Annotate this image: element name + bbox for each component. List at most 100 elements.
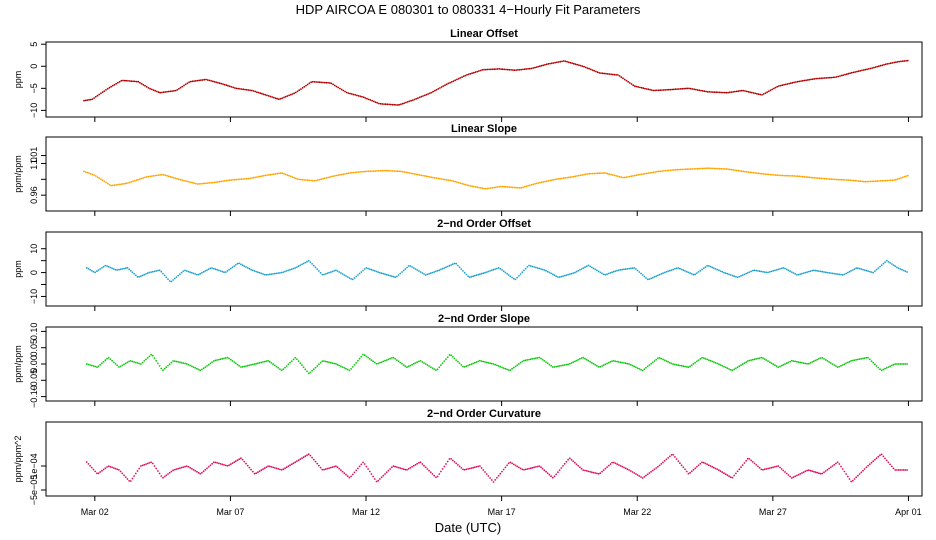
y-axis-label: ppm xyxy=(13,260,23,278)
data-point xyxy=(165,276,168,279)
data-point xyxy=(556,61,558,64)
data-point xyxy=(833,272,836,275)
data-point xyxy=(455,462,458,465)
data-point xyxy=(439,87,441,89)
y-tick-label: 0.05 xyxy=(29,339,39,357)
data-point xyxy=(581,174,584,176)
data-point xyxy=(423,175,426,177)
data-point xyxy=(857,70,860,73)
data-point xyxy=(757,357,759,360)
data-point xyxy=(659,89,662,92)
data-point xyxy=(182,466,185,468)
data-point xyxy=(750,171,753,174)
data-point xyxy=(96,366,98,368)
data-point xyxy=(746,457,749,460)
data-point xyxy=(88,98,90,101)
data-point xyxy=(506,368,508,371)
data-point xyxy=(395,104,397,106)
data-point xyxy=(582,469,585,471)
data-point xyxy=(443,465,446,468)
data-point xyxy=(348,476,351,479)
data-point xyxy=(690,470,693,473)
data-point xyxy=(711,465,714,468)
data-point xyxy=(316,268,319,271)
data-point xyxy=(565,363,568,366)
data-point xyxy=(768,271,771,273)
data-point xyxy=(234,460,237,463)
data-point xyxy=(892,467,895,470)
data-point xyxy=(882,368,885,371)
data-point xyxy=(548,473,551,476)
data-point xyxy=(220,82,223,85)
data-point xyxy=(803,79,806,82)
data-point xyxy=(307,453,310,456)
data-point xyxy=(813,269,815,272)
data-point xyxy=(206,182,209,185)
data-point xyxy=(535,182,538,185)
data-point xyxy=(124,476,127,478)
data-point xyxy=(667,169,670,172)
data-point xyxy=(509,369,512,371)
data-point xyxy=(592,267,595,270)
data-point xyxy=(814,359,817,362)
data-point xyxy=(869,67,872,70)
data-point xyxy=(263,273,266,276)
data-point xyxy=(321,468,324,471)
data-point xyxy=(269,173,272,176)
data-point xyxy=(179,467,181,469)
data-point xyxy=(745,171,748,173)
data-point xyxy=(233,361,236,363)
data-point xyxy=(359,171,362,173)
data-point xyxy=(744,90,746,92)
data-point xyxy=(122,183,124,185)
data-point xyxy=(616,463,619,466)
data-point xyxy=(340,469,342,472)
data-point xyxy=(220,180,223,183)
data-point xyxy=(863,357,866,359)
data-point xyxy=(171,176,174,179)
data-point xyxy=(178,178,180,181)
data-point xyxy=(802,272,805,274)
data-point xyxy=(519,273,522,275)
data-point xyxy=(626,268,629,270)
data-point xyxy=(421,272,424,274)
data-point xyxy=(202,367,205,370)
data-point xyxy=(587,359,590,362)
data-point xyxy=(275,365,278,368)
data-point xyxy=(792,476,795,479)
data-point xyxy=(119,268,122,271)
data-point xyxy=(460,467,463,469)
data-point xyxy=(348,369,351,372)
data-point xyxy=(158,365,161,367)
data-point xyxy=(693,88,696,91)
data-point xyxy=(466,74,468,76)
data-point xyxy=(420,95,423,98)
data-point xyxy=(181,85,184,88)
data-point xyxy=(618,75,621,77)
data-point xyxy=(429,366,432,368)
data-point xyxy=(613,174,616,177)
data-point xyxy=(642,173,645,175)
data-point xyxy=(840,273,842,276)
data-point xyxy=(735,367,737,370)
data-point xyxy=(546,472,549,475)
data-point xyxy=(321,360,324,362)
data-point xyxy=(426,364,429,366)
data-point xyxy=(218,82,221,85)
data-point xyxy=(831,363,834,365)
y-axis-label: ppm xyxy=(13,71,23,89)
data-point xyxy=(574,271,576,274)
data-point xyxy=(679,168,682,171)
data-point xyxy=(669,88,672,91)
data-point xyxy=(672,363,675,365)
data-point xyxy=(837,178,840,181)
data-point xyxy=(806,271,808,273)
data-point xyxy=(501,68,504,71)
data-point xyxy=(244,178,246,180)
data-point xyxy=(561,177,563,180)
data-point xyxy=(201,271,203,274)
data-point xyxy=(131,271,134,274)
data-point xyxy=(477,273,480,276)
data-point xyxy=(441,362,444,365)
data-point xyxy=(290,463,293,466)
